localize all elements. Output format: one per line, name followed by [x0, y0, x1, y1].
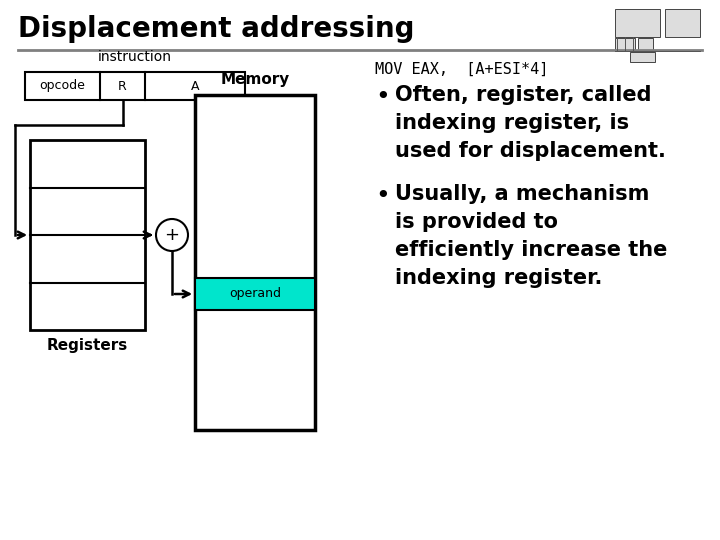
Text: Often, register, called: Often, register, called [395, 85, 652, 105]
Text: +: + [164, 226, 179, 244]
Text: R: R [118, 79, 127, 92]
Bar [615, 38, 635, 50]
Bar [630, 52, 655, 62]
Text: is provided to: is provided to [395, 212, 558, 232]
Text: opcode: opcode [40, 79, 86, 92]
Text: indexing register.: indexing register. [395, 268, 603, 288]
Bar [615, 9, 660, 37]
Bar [25, 72, 245, 100]
Bar [30, 140, 145, 330]
Text: used for displacement.: used for displacement. [395, 141, 666, 161]
Text: •: • [375, 184, 390, 208]
Text: Usually, a mechanism: Usually, a mechanism [395, 184, 649, 204]
Text: MOV EAX,  [A+ESI*4]: MOV EAX, [A+ESI*4] [375, 62, 549, 77]
Text: Registers: Registers [47, 338, 128, 353]
Bar [195, 95, 315, 430]
Text: Memory: Memory [220, 72, 289, 87]
Bar [638, 38, 653, 50]
Text: A: A [191, 79, 199, 92]
Text: Displacement addressing: Displacement addressing [18, 15, 415, 43]
Text: •: • [375, 85, 390, 109]
Text: operand: operand [229, 287, 281, 300]
Bar [665, 9, 700, 37]
Bar [195, 278, 315, 310]
Text: instruction: instruction [98, 50, 172, 64]
Circle shape [156, 219, 188, 251]
Text: indexing register, is: indexing register, is [395, 113, 629, 133]
Text: efficiently increase the: efficiently increase the [395, 240, 667, 260]
